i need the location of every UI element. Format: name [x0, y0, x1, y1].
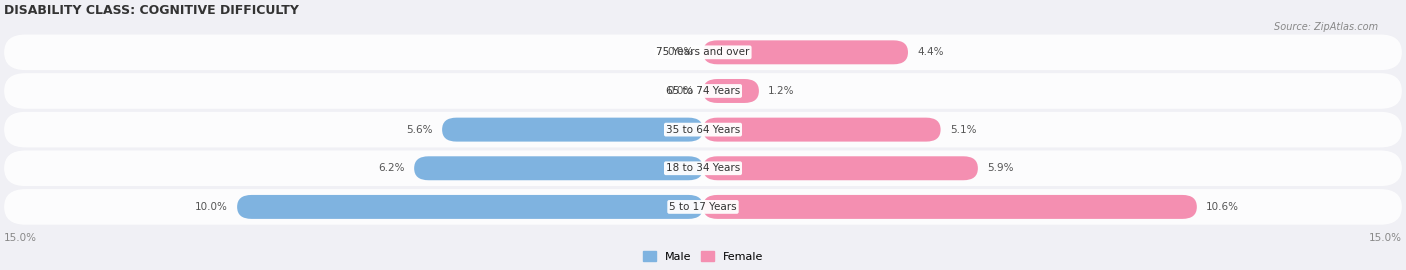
Text: 0.0%: 0.0% — [668, 47, 693, 57]
FancyBboxPatch shape — [441, 118, 703, 141]
Text: DISABILITY CLASS: COGNITIVE DIFFICULTY: DISABILITY CLASS: COGNITIVE DIFFICULTY — [4, 4, 299, 17]
FancyBboxPatch shape — [4, 35, 1402, 70]
FancyBboxPatch shape — [703, 40, 908, 64]
FancyBboxPatch shape — [703, 118, 941, 141]
Text: 5.1%: 5.1% — [950, 125, 976, 135]
Text: Source: ZipAtlas.com: Source: ZipAtlas.com — [1274, 22, 1378, 32]
Text: 75 Years and over: 75 Years and over — [657, 47, 749, 57]
FancyBboxPatch shape — [4, 73, 1402, 109]
Text: 4.4%: 4.4% — [917, 47, 943, 57]
Text: 5.9%: 5.9% — [987, 163, 1014, 173]
Text: 5.6%: 5.6% — [406, 125, 433, 135]
Text: 5 to 17 Years: 5 to 17 Years — [669, 202, 737, 212]
Text: 18 to 34 Years: 18 to 34 Years — [666, 163, 740, 173]
FancyBboxPatch shape — [703, 79, 759, 103]
Text: 65 to 74 Years: 65 to 74 Years — [666, 86, 740, 96]
Text: 35 to 64 Years: 35 to 64 Years — [666, 125, 740, 135]
FancyBboxPatch shape — [4, 189, 1402, 225]
FancyBboxPatch shape — [703, 156, 979, 180]
Text: 6.2%: 6.2% — [378, 163, 405, 173]
FancyBboxPatch shape — [4, 150, 1402, 186]
Text: 15.0%: 15.0% — [1369, 233, 1402, 243]
FancyBboxPatch shape — [703, 195, 1197, 219]
Text: 10.6%: 10.6% — [1206, 202, 1239, 212]
Legend: Male, Female: Male, Female — [638, 246, 768, 266]
Text: 0.0%: 0.0% — [668, 86, 693, 96]
FancyBboxPatch shape — [415, 156, 703, 180]
Text: 1.2%: 1.2% — [768, 86, 794, 96]
FancyBboxPatch shape — [4, 112, 1402, 147]
Text: 10.0%: 10.0% — [195, 202, 228, 212]
Text: 15.0%: 15.0% — [4, 233, 37, 243]
FancyBboxPatch shape — [238, 195, 703, 219]
